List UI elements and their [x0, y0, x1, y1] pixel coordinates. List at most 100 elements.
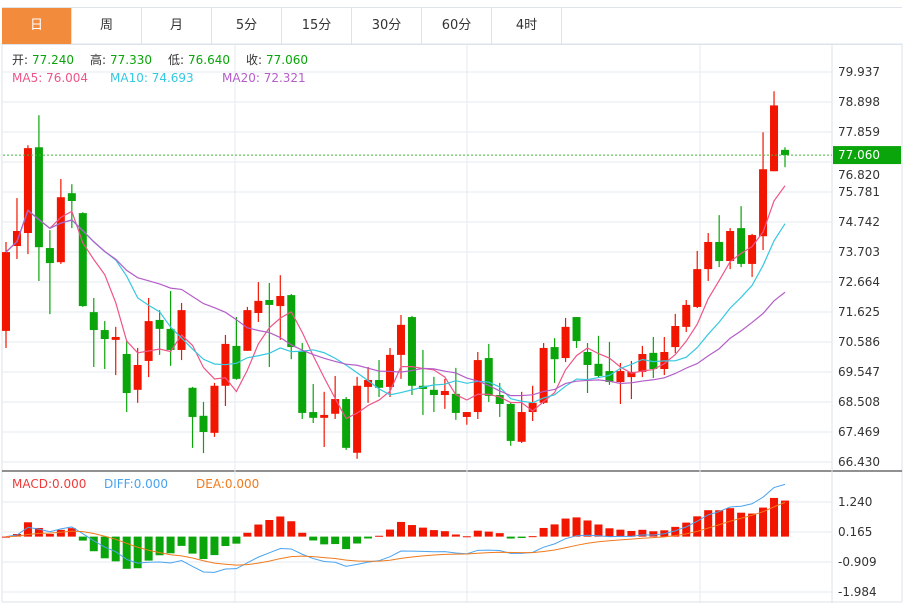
candle: [528, 385, 537, 421]
macd-bar: [265, 520, 274, 537]
candle-body: [726, 231, 735, 262]
candle: [342, 397, 351, 450]
price-axis-label: 77.859: [838, 125, 880, 139]
macd-bar: [34, 527, 43, 537]
macd-bar: [177, 536, 186, 546]
candle: [649, 336, 658, 378]
candle-body: [473, 360, 482, 413]
candle-body: [594, 363, 603, 376]
candle: [770, 91, 779, 172]
ohlc-high-label: 高:: [90, 52, 106, 67]
candle-body: [539, 347, 548, 403]
candle-body: [166, 328, 175, 350]
ohlc-open: 77.240: [32, 53, 74, 67]
ma10-line: [5, 209, 786, 404]
candle: [484, 343, 493, 402]
candle-body: [605, 371, 614, 383]
candle-body: [122, 354, 131, 393]
candle: [188, 386, 197, 448]
candle: [364, 367, 373, 403]
macd-bar: [704, 510, 713, 537]
candle-body: [298, 350, 307, 413]
macd-bar: [484, 531, 493, 537]
candle: [2, 241, 10, 348]
macd-bar: [364, 536, 373, 539]
candle-body: [34, 147, 43, 248]
candle: [45, 230, 54, 315]
candle: [660, 336, 669, 376]
macd-bar: [375, 535, 384, 537]
diff-legend: DIFF:0.000: [104, 477, 168, 491]
macd-bar: [649, 531, 658, 537]
candle-body: [342, 399, 351, 448]
candle-body: [550, 347, 559, 360]
candle-body: [276, 295, 285, 307]
candle-body: [704, 241, 713, 270]
ohlc-low-label: 低:: [168, 53, 184, 67]
candle: [462, 412, 471, 425]
tab-period-6[interactable]: 60分: [422, 8, 492, 44]
tab-period-1[interactable]: 周: [72, 8, 142, 44]
macd-axis-label: -1.984: [838, 585, 877, 599]
price-axis-label: 79.937: [838, 65, 880, 79]
candle-body: [649, 352, 658, 370]
candle: [704, 233, 713, 281]
ohlc-close-label: 收:: [246, 53, 262, 67]
candle: [111, 326, 120, 376]
candle-body: [693, 269, 702, 307]
price-axis-label: 66.430: [838, 455, 880, 469]
candle: [407, 315, 416, 396]
macd-bar: [407, 525, 416, 537]
tab-period-0[interactable]: 日: [2, 8, 72, 44]
price-axis-label: 74.742: [838, 215, 880, 229]
macd-bar: [638, 529, 647, 537]
macd-bar: [254, 524, 263, 537]
candle: [627, 360, 636, 400]
candle-body: [616, 371, 625, 383]
tab-period-7[interactable]: 4时: [492, 8, 562, 44]
candle-body: [671, 326, 680, 348]
candle: [506, 402, 515, 446]
macd-bar: [188, 536, 197, 554]
ohlc-low: 76.640: [188, 53, 230, 67]
candle-body: [243, 310, 252, 351]
candle-body: [484, 358, 493, 396]
candle-body: [770, 105, 779, 172]
candle: [56, 179, 65, 264]
period-tabs: 日周月 5分 15分 30分 60分 4时: [2, 7, 902, 45]
candle-body: [254, 300, 263, 314]
candle-body: [177, 310, 186, 350]
candle-body: [23, 148, 32, 234]
candle-body: [759, 169, 768, 237]
macd-bar: [155, 536, 164, 556]
ma20-line: [5, 209, 786, 397]
candle: [671, 313, 680, 354]
macd-bar: [627, 530, 636, 537]
tab-period-4[interactable]: 15分: [282, 8, 352, 44]
candle-body: [737, 228, 746, 264]
tab-period-3[interactable]: 5分: [212, 8, 282, 44]
macd-bar: [473, 530, 482, 537]
macd-bar: [726, 508, 735, 537]
candle-body: [781, 149, 789, 156]
candle-body: [638, 354, 647, 372]
candle-body: [210, 385, 219, 433]
candle: [682, 300, 691, 333]
macd-bar: [23, 522, 32, 537]
macd-axis-label: 1.240: [838, 495, 872, 509]
ma5-line: [5, 185, 786, 420]
candle-body: [462, 412, 471, 417]
candle: [638, 345, 647, 378]
macd-bar: [561, 518, 570, 537]
macd-bar: [298, 532, 307, 537]
candle-body: [12, 231, 21, 247]
ohlc-open-label: 开:: [12, 53, 28, 67]
candle: [210, 382, 219, 437]
macd-bar: [45, 533, 54, 537]
tab-period-2[interactable]: 月: [142, 8, 212, 44]
macd-bar: [539, 527, 548, 537]
tab-period-5[interactable]: 30分: [352, 8, 422, 44]
macd-bar: [320, 536, 329, 545]
